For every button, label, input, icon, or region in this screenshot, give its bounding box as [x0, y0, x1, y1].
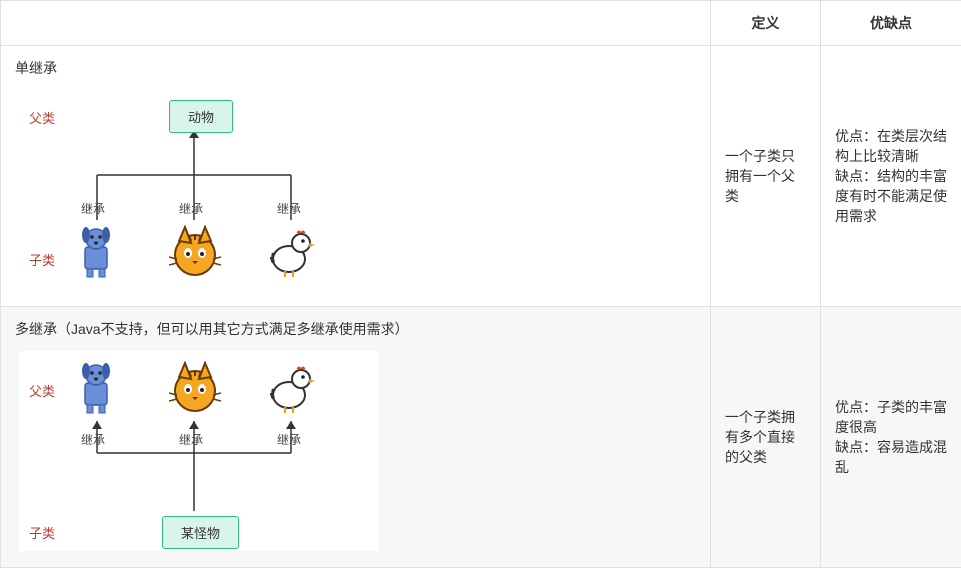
cell-definition: 一个子类只拥有一个父类 — [711, 46, 821, 307]
cell-proscons: 优点：子类的丰富度很高 缺点：容易造成混乱 — [821, 307, 961, 568]
edge-label: 继承 — [81, 200, 105, 217]
parent-label: 父类 — [29, 381, 55, 400]
child-label: 子类 — [29, 523, 55, 542]
cell-main: 多继承（Java不支持，但可以用其它方式满足多继承使用需求） 父类子类 某怪物 继承… — [1, 307, 711, 568]
class-box: 动物 — [169, 100, 233, 133]
dog-icon — [71, 361, 121, 415]
inheritance-table: 定义 优缺点 单继承 父类子类动物继承继承继承 一个子类只拥有一个父类优点：在类… — [0, 0, 961, 568]
row-title: 多继承（Java不支持，但可以用其它方式满足多继承使用需求） — [15, 319, 696, 339]
inheritance-diagram: 父类子类 某怪物 继承 继承 继承 — [19, 351, 379, 551]
chicken-icon — [267, 225, 315, 277]
inheritance-diagram: 父类子类 动物继承 继承 继承 — [19, 90, 379, 290]
parent-label: 父类 — [29, 108, 55, 127]
cell-definition: 一个子类拥有多个直接的父类 — [711, 307, 821, 568]
chicken-icon — [267, 361, 315, 413]
row-title: 单继承 — [15, 58, 696, 78]
cell-main: 单继承 父类子类 动物继承 继承 继承 — [1, 46, 711, 307]
table-header-row: 定义 优缺点 — [1, 1, 961, 46]
edge-label: 继承 — [179, 431, 203, 448]
edge-label: 继承 — [277, 200, 301, 217]
cell-proscons: 优点：在类层次结构上比较清晰 缺点：结构的丰富度有时不能满足使用需求 — [821, 46, 961, 307]
table-row: 单继承 父类子类 动物继承 继承 继承 一个子类只拥有一个父类优点：在类层次结构上比较… — [1, 46, 961, 307]
class-box: 某怪物 — [162, 516, 239, 549]
header-definition: 定义 — [711, 1, 821, 46]
dog-icon — [71, 225, 121, 279]
header-empty — [1, 1, 711, 46]
edge-label: 继承 — [179, 200, 203, 217]
edge-label: 继承 — [81, 431, 105, 448]
header-proscons: 优缺点 — [821, 1, 961, 46]
cat-icon — [169, 361, 221, 413]
child-label: 子类 — [29, 250, 55, 269]
edge-label: 继承 — [277, 431, 301, 448]
table-row: 多继承（Java不支持，但可以用其它方式满足多继承使用需求） 父类子类 某怪物 继承… — [1, 307, 961, 568]
cat-icon — [169, 225, 221, 277]
